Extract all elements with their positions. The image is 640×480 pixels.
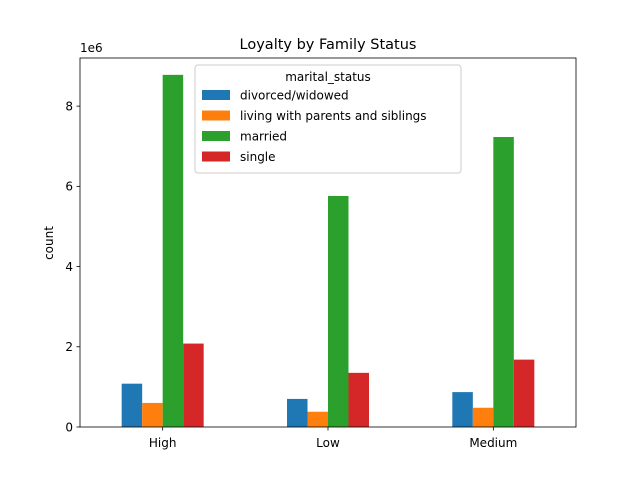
y-axis-ticks: 0 2 4 6 8 [65, 99, 80, 434]
legend-title: marital_status [285, 70, 371, 84]
legend-entry-label: married [240, 130, 287, 144]
y-offset-label: 1e6 [80, 41, 103, 55]
y-tick-label: 4 [65, 260, 73, 274]
plot-area-frame [79, 57, 577, 428]
bar [472, 407, 494, 427]
bar [121, 383, 143, 427]
legend-entry-label: single [240, 150, 276, 164]
y-tick-label: 2 [65, 340, 73, 354]
y-tick-label: 0 [65, 420, 73, 434]
legend-frame [194, 64, 462, 174]
legend-entry-label: living with parents and siblings [240, 109, 427, 123]
y-tick-label: 8 [65, 99, 73, 113]
y-tick-label: 6 [65, 180, 73, 194]
x-axis-ticks: High Low Medium [149, 427, 517, 450]
bar [162, 74, 184, 427]
legend-swatch [202, 151, 230, 162]
x-tick-label: Low [316, 436, 340, 450]
legend-swatch [202, 131, 230, 141]
x-tick-label: High [149, 436, 177, 450]
bar [287, 398, 308, 427]
bars-group [121, 74, 535, 427]
bar [513, 359, 535, 427]
bar [183, 343, 204, 427]
chart-title: Loyalty by Family Status [240, 37, 417, 53]
bar [493, 137, 514, 427]
legend-swatch [202, 90, 230, 100]
legend-swatch [202, 110, 230, 121]
bar [348, 372, 369, 427]
x-tick-label: Medium [469, 436, 517, 450]
y-axis-label: count [42, 226, 56, 260]
bar [452, 392, 473, 427]
bar [328, 195, 349, 427]
legend-entry-label: divorced/widowed [240, 89, 349, 103]
bar [142, 402, 163, 427]
bar [307, 411, 328, 427]
legend: marital_status divorced/widowed living wit… [194, 64, 462, 174]
